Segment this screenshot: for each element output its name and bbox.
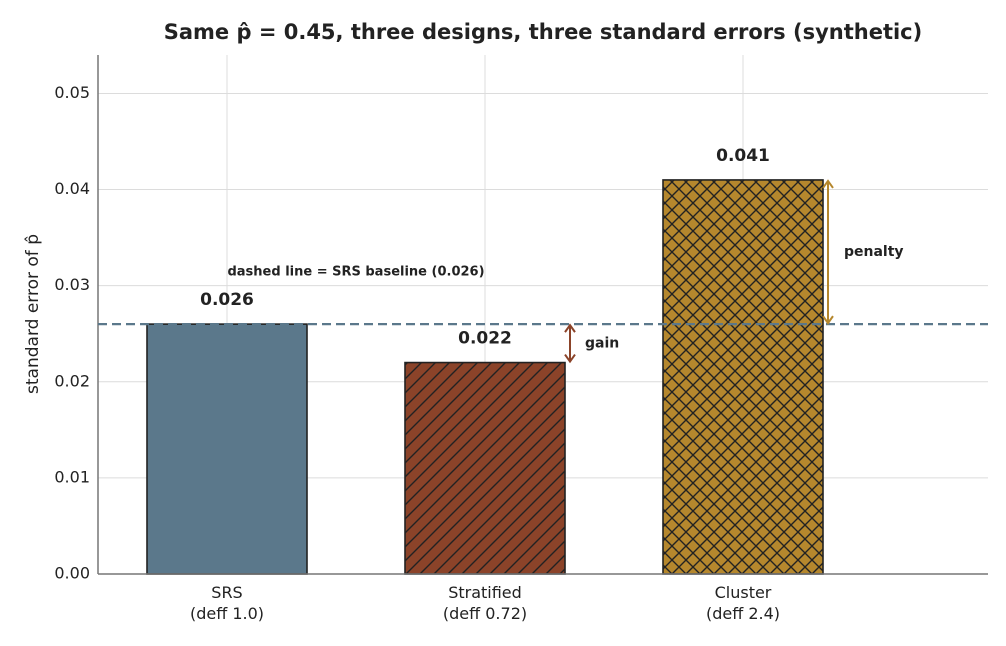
y-tick-label: 0.00 (54, 564, 90, 583)
value-label: 0.041 (716, 146, 770, 166)
bar (662, 179, 824, 575)
y-tick-label: 0.01 (54, 467, 90, 486)
chart-title: Same p̂ = 0.45, three designs, three sta… (164, 20, 922, 44)
y-tick-label: 0.04 (54, 179, 90, 198)
y-tick-label: 0.03 (54, 275, 90, 294)
y-tick-label: 0.02 (54, 371, 90, 390)
gain-arrow-head (564, 323, 576, 364)
baseline-note: dashed line = SRS baseline (0.026) (227, 265, 484, 280)
value-label: 0.022 (458, 329, 512, 349)
gain-label: gain (585, 335, 619, 351)
penalty-arrow-head (822, 179, 834, 325)
x-tick-label: Cluster (deff 2.4) (705, 583, 781, 623)
bar (146, 323, 308, 575)
penalty-label: penalty (844, 244, 904, 260)
x-tick-label: SRS (deff 1.0) (189, 583, 265, 623)
x-tick-label: Stratified (deff 0.72) (442, 583, 528, 623)
bar (404, 361, 566, 575)
y-tick-label: 0.05 (54, 83, 90, 102)
value-label: 0.026 (200, 290, 254, 310)
y-axis-label: standard error of p̂ (23, 234, 43, 394)
